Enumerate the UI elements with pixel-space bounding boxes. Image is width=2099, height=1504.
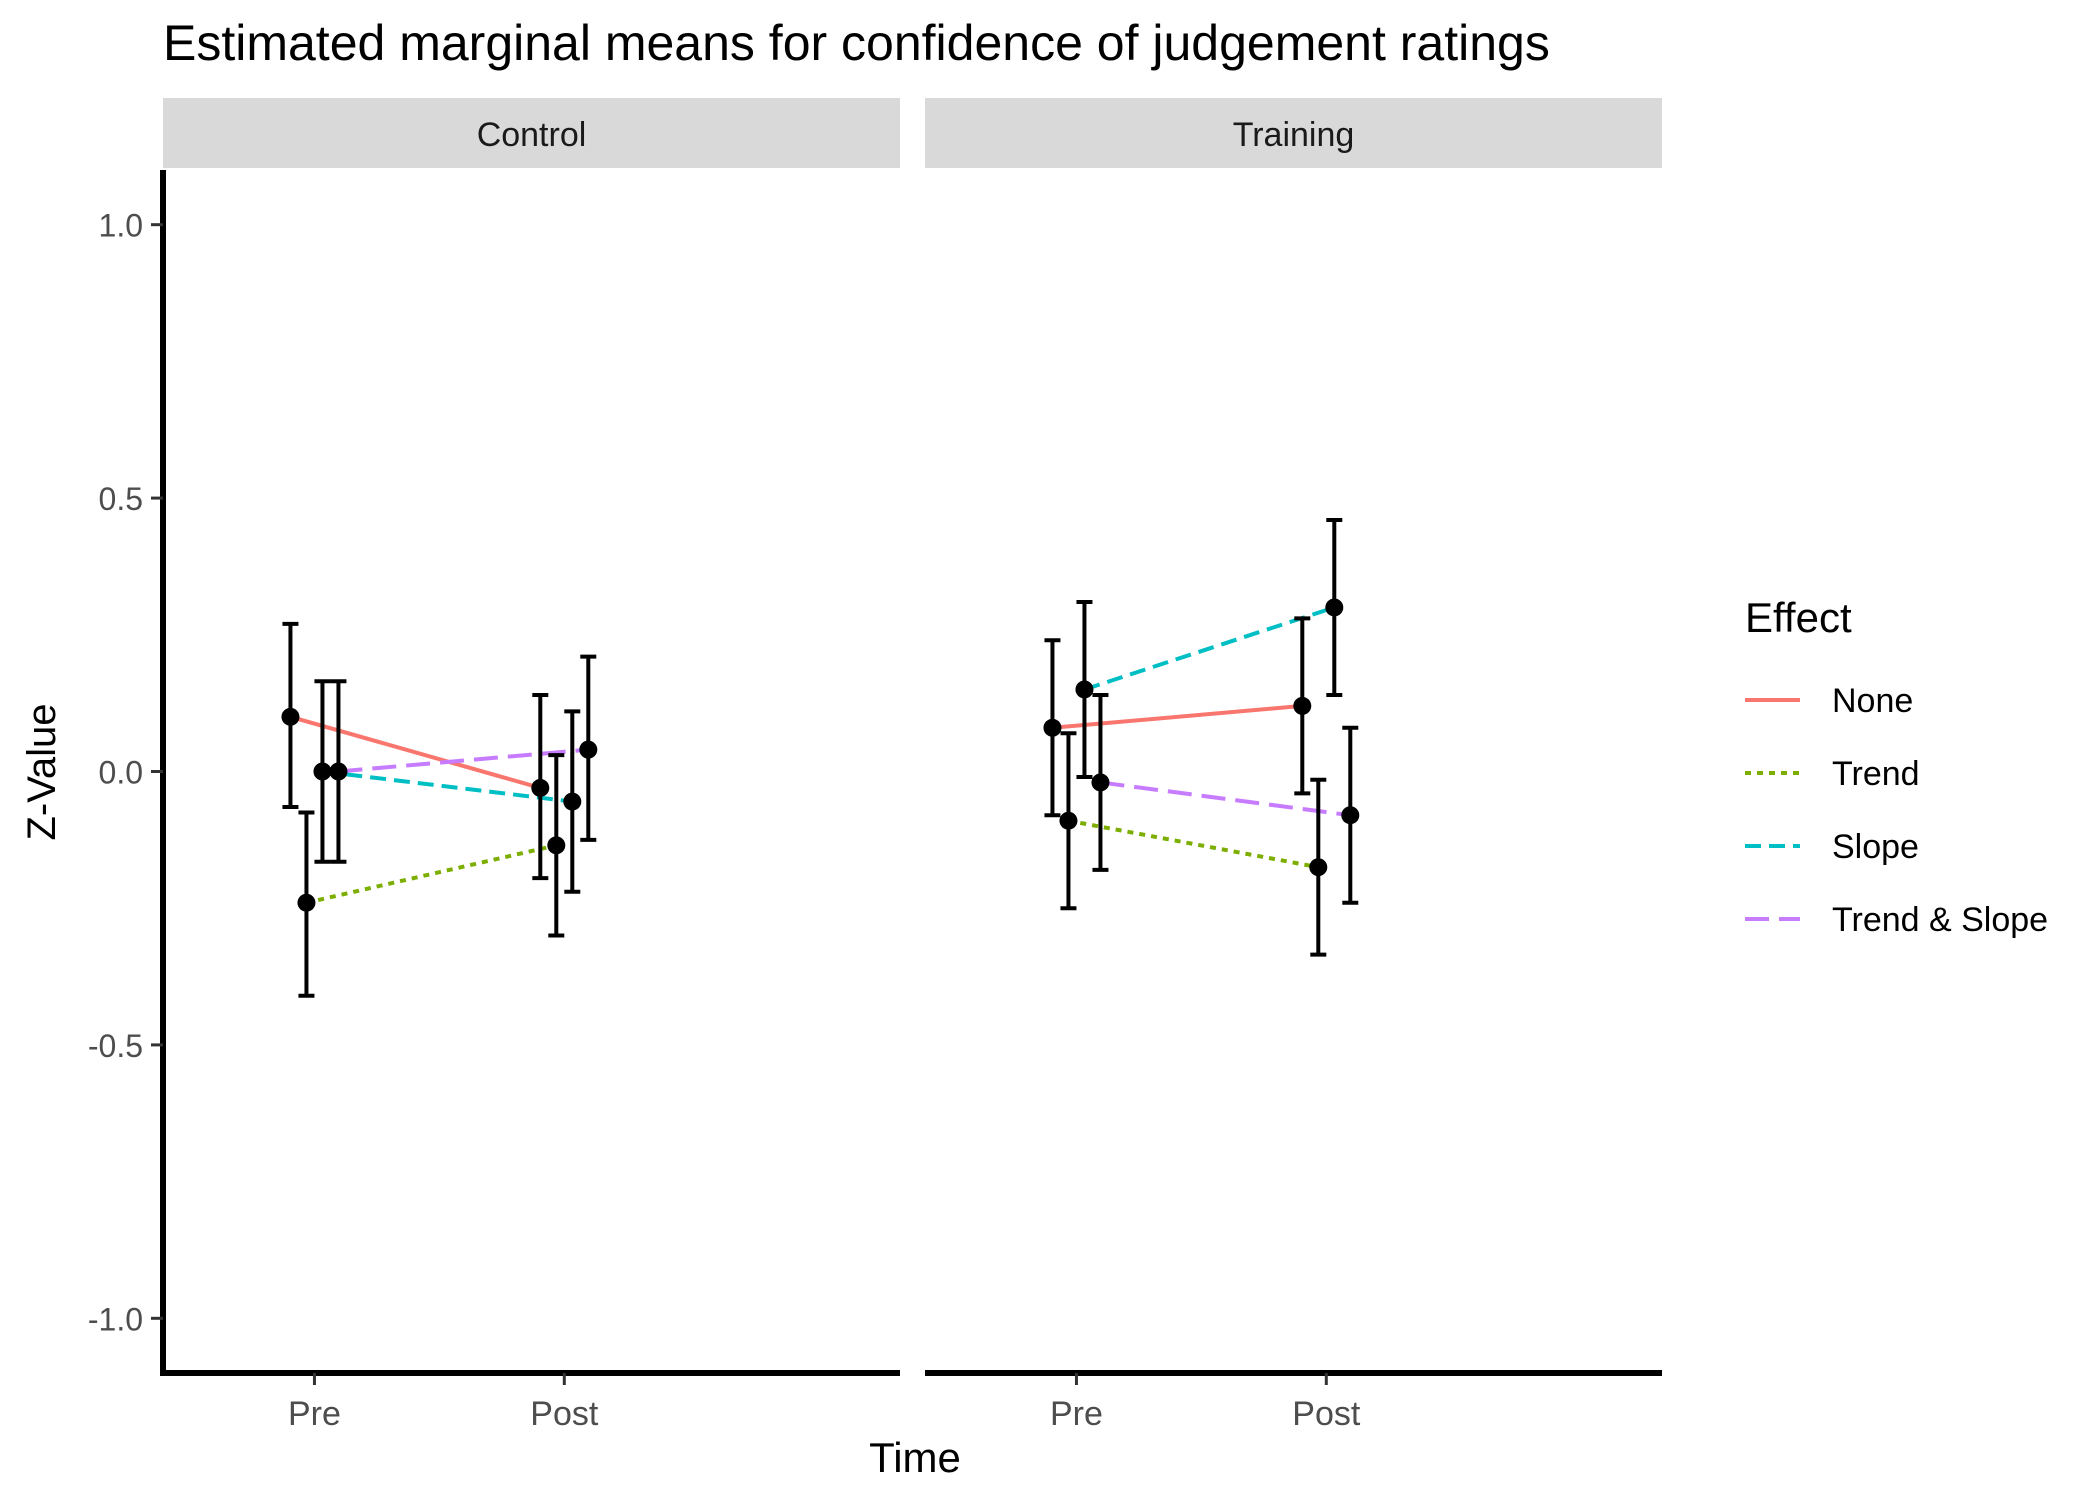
data-point-control-trend-slope-pre	[329, 762, 348, 781]
series-line-control-none	[289, 714, 541, 790]
data-point-control-none-pre	[281, 707, 300, 726]
series-line-control-slope	[322, 769, 573, 804]
data-point-training-slope-pre	[1075, 680, 1094, 699]
data-point-control-trend-post	[547, 836, 566, 855]
x-tick-label-training-post: Post	[1292, 1395, 1361, 1433]
data-point-control-slope-pre	[313, 762, 332, 781]
data-point-control-slope-post	[563, 792, 582, 811]
data-point-training-trend-slope-pre	[1091, 773, 1110, 792]
facet-label-control: Control	[477, 116, 587, 154]
data-point-control-none-post	[531, 778, 550, 797]
y-axis: 1.0 0.5 0.0 -0.5 -1.0	[88, 170, 166, 1376]
y-tick-label: -1.0	[88, 1301, 143, 1337]
y-axis-label: Z-Value	[20, 703, 64, 840]
series-line-training-none	[1052, 703, 1303, 730]
legend-label-trend: Trend	[1832, 755, 1920, 793]
points-control	[281, 707, 598, 912]
legend-entry-slope: Slope	[1745, 828, 1919, 866]
facet-strip-control	[163, 98, 900, 168]
legend-label-trend-slope: Trend & Slope	[1832, 901, 2048, 939]
legend-entry-trend: Trend	[1745, 755, 1920, 793]
x-tick-label-control-pre: Pre	[288, 1395, 341, 1433]
data-point-training-trend-slope-post	[1341, 806, 1360, 825]
facets: Control Pre Post Training Pre Post	[163, 98, 1662, 1433]
series-line-training-slope	[1083, 605, 1335, 692]
points-training	[1043, 598, 1360, 877]
facet-strip-training	[925, 98, 1662, 168]
facet-training: Training Pre Post	[925, 98, 1662, 1433]
facet-label-training: Training	[1233, 116, 1355, 154]
error-bars-training	[1044, 517, 1359, 957]
legend-label-slope: Slope	[1832, 828, 1919, 866]
data-point-training-none-post	[1293, 696, 1312, 715]
data-point-control-trend-slope-post	[579, 740, 598, 759]
x-axis-label: Time	[869, 1434, 961, 1481]
series-line-training-trend-slope	[1100, 780, 1351, 818]
data-point-training-none-pre	[1043, 718, 1062, 737]
x-tick-label-training-pre: Pre	[1050, 1395, 1103, 1433]
legend-label-none: None	[1832, 682, 1913, 720]
series-lines-training	[1052, 605, 1351, 870]
facet-control: Control Pre Post	[163, 98, 900, 1433]
data-point-training-trend-pre	[1059, 811, 1078, 830]
data-point-control-trend-pre	[297, 893, 316, 912]
legend: Effect None Trend Slope Trend & Slope	[1745, 594, 2048, 939]
series-line-control-trend-slope	[338, 747, 589, 774]
data-point-training-trend-post	[1309, 858, 1328, 877]
legend-entry-trend-slope: Trend & Slope	[1745, 901, 2048, 939]
chart-title: Estimated marginal means for confidence …	[163, 15, 1550, 71]
y-tick-label: -0.5	[88, 1028, 143, 1064]
y-tick-label: 1.0	[99, 208, 143, 244]
legend-entry-none: None	[1745, 682, 1913, 720]
legend-title: Effect	[1745, 594, 1852, 641]
y-tick-label: 0.0	[99, 755, 143, 791]
series-lines-control	[289, 714, 589, 905]
x-tick-label-control-post: Post	[530, 1395, 599, 1433]
data-point-training-slope-post	[1325, 598, 1344, 617]
y-tick-label: 0.5	[99, 481, 143, 517]
